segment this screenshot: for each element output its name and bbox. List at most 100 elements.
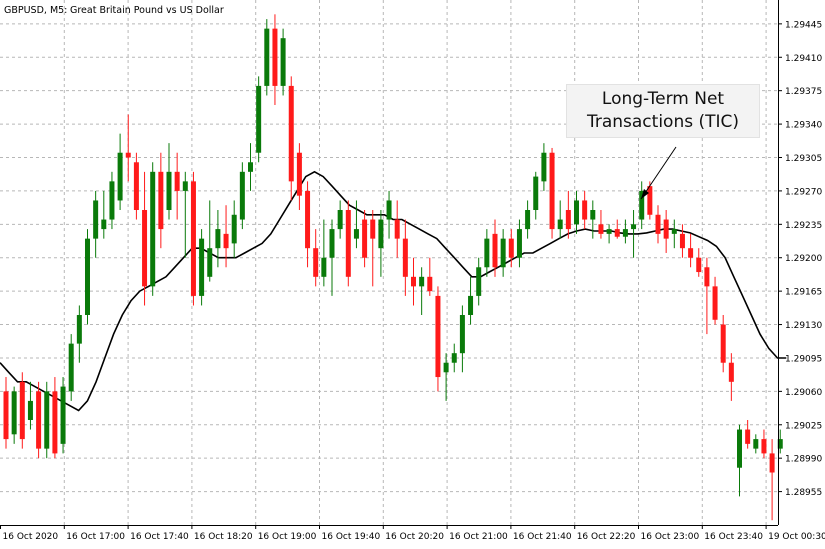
candle-body xyxy=(704,267,710,287)
candle-bullish xyxy=(182,171,188,258)
candle-body xyxy=(288,85,294,182)
candle-bullish xyxy=(671,219,677,249)
candle-body xyxy=(394,219,400,239)
x-tick-label: 16 Oct 18:20 xyxy=(194,532,253,542)
candle-bearish xyxy=(508,229,514,268)
candle-body xyxy=(459,315,465,354)
candle-bearish xyxy=(411,257,416,306)
candle-bearish xyxy=(745,420,751,449)
candle-body xyxy=(688,248,694,258)
candle-bullish xyxy=(459,305,465,373)
candle-body xyxy=(745,429,751,444)
annotation-line-2: Transactions (TIC) xyxy=(586,112,740,132)
candle-bearish xyxy=(142,171,148,306)
candle-bullish xyxy=(101,190,107,239)
candle-body xyxy=(272,28,278,86)
candle-body xyxy=(516,229,522,258)
candle-body xyxy=(720,324,726,363)
candle-body xyxy=(402,238,408,277)
candle-bullish xyxy=(11,386,17,444)
candle-bearish xyxy=(427,257,433,296)
y-tick-label: 1.29340 xyxy=(785,121,822,131)
candle-body xyxy=(337,210,343,230)
candles-layer xyxy=(3,14,783,521)
candle-body xyxy=(321,257,327,277)
x-tick-label: 16 Oct 23:00 xyxy=(641,532,700,542)
candle-bullish xyxy=(76,305,82,363)
candle-body xyxy=(362,219,368,258)
candle-bullish xyxy=(639,181,645,230)
candle-body xyxy=(117,152,123,201)
candle-bullish xyxy=(321,219,327,287)
candle-body xyxy=(280,38,286,86)
candle-body xyxy=(101,219,107,230)
candle-bearish xyxy=(3,377,9,449)
candle-body xyxy=(370,219,376,239)
candle-body xyxy=(68,343,74,392)
x-tick-label: 16 Oct 22:20 xyxy=(577,532,636,542)
candle-bullish xyxy=(574,190,579,234)
y-tick-label: 1.29095 xyxy=(785,354,822,364)
candle-body xyxy=(158,171,164,230)
candle-bullish xyxy=(476,257,482,306)
candle-body xyxy=(11,391,17,435)
candle-body xyxy=(166,171,172,210)
candle-bullish xyxy=(557,200,563,239)
candle-bearish xyxy=(679,224,685,258)
candle-body xyxy=(468,295,474,315)
candle-bearish xyxy=(19,372,25,449)
candle-body xyxy=(525,210,531,230)
candle-bullish xyxy=(353,200,359,249)
candle-body xyxy=(182,181,188,191)
candle-bullish xyxy=(777,429,783,454)
candle-bearish xyxy=(313,229,319,287)
grid xyxy=(0,0,778,525)
candle-body xyxy=(125,152,131,158)
candle-body xyxy=(541,152,547,182)
candle-bullish xyxy=(85,229,90,325)
candle-body xyxy=(533,176,539,210)
candle-body xyxy=(655,214,661,234)
candle-bullish xyxy=(386,190,392,239)
candle-body xyxy=(574,200,579,225)
candle-body xyxy=(419,276,425,287)
y-tick-label: 1.29025 xyxy=(785,421,822,431)
candle-body xyxy=(60,386,66,444)
candle-bearish xyxy=(174,152,180,220)
candle-bearish xyxy=(720,315,726,373)
candle-bearish xyxy=(663,210,669,253)
x-tick-label: 16 Oct 23:40 xyxy=(704,532,763,542)
candle-bearish xyxy=(688,233,694,268)
candle-body xyxy=(753,439,759,449)
candle-bullish xyxy=(468,276,474,325)
candle-bullish xyxy=(541,143,547,191)
candle-body xyxy=(85,238,90,315)
candle-bullish xyxy=(753,434,759,454)
candle-body xyxy=(769,453,775,473)
candle-bullish xyxy=(378,210,384,277)
candle-bullish xyxy=(516,219,522,268)
candle-bearish xyxy=(614,219,620,239)
candle-body xyxy=(549,152,555,230)
candle-bullish xyxy=(150,162,156,296)
candle-bullish xyxy=(280,28,286,96)
candle-body xyxy=(27,400,33,420)
candle-body xyxy=(606,229,612,234)
candle-bullish xyxy=(60,377,66,454)
x-tick-label: 16 Oct 21:40 xyxy=(513,532,572,542)
candle-bearish xyxy=(223,205,229,268)
candle-body xyxy=(663,219,669,239)
candle-bearish xyxy=(345,200,351,287)
candle-bullish xyxy=(68,334,74,401)
moving-average-line xyxy=(0,170,787,412)
annotation-line-1: Long-Term Net xyxy=(601,89,725,109)
candle-bullish xyxy=(590,200,596,239)
candle-body xyxy=(386,200,392,220)
candle-bullish xyxy=(329,219,335,296)
candle-bearish xyxy=(769,439,775,521)
candle-body xyxy=(411,276,416,287)
y-tick-label: 1.29130 xyxy=(785,321,822,331)
candle-body xyxy=(484,238,490,268)
